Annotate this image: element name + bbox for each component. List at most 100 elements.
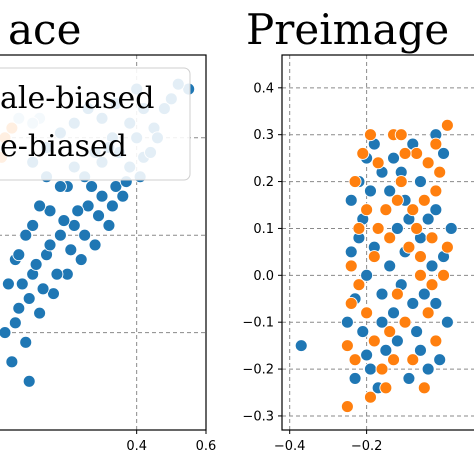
scatter-point <box>390 334 404 348</box>
scatter-point <box>414 268 427 282</box>
scatter-point <box>50 267 64 281</box>
scatter-point <box>429 137 443 151</box>
right-x-tick-labels: −0.4 −0.2 <box>274 430 382 454</box>
scatter-point <box>379 203 393 217</box>
y-tick-label: −0.1 <box>242 316 274 331</box>
scatter-point <box>0 326 12 340</box>
left-x-tick-labels: 0.4 0.6 <box>126 430 216 454</box>
scatter-point <box>352 221 366 235</box>
y-tick-label: 0.2 <box>253 175 274 190</box>
scatter-point <box>425 278 439 292</box>
scatter-point <box>356 325 370 339</box>
scatter-point <box>116 189 130 203</box>
right-points <box>294 118 458 414</box>
scatter-point <box>344 245 358 259</box>
scatter-point <box>429 203 443 217</box>
scatter-point <box>410 325 424 339</box>
legend-box <box>0 67 191 181</box>
right-axes-frame <box>281 54 474 431</box>
left-panel-title: ace <box>8 5 81 54</box>
scatter-point <box>383 184 397 198</box>
scatter-point <box>387 353 400 367</box>
scatter-point <box>1 277 15 291</box>
scatter-point <box>379 343 393 357</box>
y-tick-label: −0.3 <box>242 409 274 424</box>
scatter-point <box>344 193 358 207</box>
scatter-point <box>71 204 85 218</box>
scatter-point <box>12 301 26 315</box>
scatter-point <box>406 296 420 310</box>
scatter-point <box>371 221 385 235</box>
scatter-point <box>43 238 57 252</box>
scatter-point <box>440 240 454 254</box>
scatter-point <box>410 146 424 160</box>
scatter-point <box>5 355 19 369</box>
scatter-point <box>8 316 22 330</box>
scatter-point <box>437 146 450 160</box>
scatter-point <box>19 228 33 242</box>
scatter-point <box>356 146 370 160</box>
scatter-point <box>43 204 57 218</box>
scatter-point <box>92 209 105 223</box>
scatter-point <box>437 268 450 282</box>
scatter-point <box>364 390 377 404</box>
scatter-point <box>429 296 443 310</box>
scatter-point <box>102 219 116 232</box>
scatter-point <box>360 203 374 217</box>
right-panel: Preimage 0.4 0.3 0.2 0.1 0.0 −0.1 −0.2 −0.3 −0.… <box>242 5 474 454</box>
scatter-point <box>26 219 40 232</box>
scatter-point <box>429 334 443 348</box>
scatter-point <box>340 315 354 329</box>
right-panel-title: Preimage <box>246 5 449 54</box>
scatter-point <box>433 165 447 179</box>
scatter-point <box>440 315 454 329</box>
scatter-point <box>425 231 439 245</box>
scatter-point <box>348 175 362 189</box>
scatter-point <box>383 259 397 273</box>
scatter-point <box>390 193 404 207</box>
scatter-point <box>85 180 99 193</box>
y-tick-label: 0.0 <box>253 269 274 284</box>
legend-label-2: e-biased <box>0 129 127 164</box>
scatter-point <box>74 253 88 266</box>
x-tick-label: 0.6 <box>196 439 217 454</box>
scatter-point <box>383 325 397 339</box>
scatter-point <box>390 221 404 235</box>
scatter-point <box>340 339 354 353</box>
scatter-point <box>383 231 397 245</box>
scatter-point <box>348 371 362 385</box>
scatter-point <box>22 292 36 305</box>
y-tick-label: 0.4 <box>253 81 274 96</box>
scatter-point <box>375 287 389 301</box>
scatter-point <box>406 353 420 367</box>
scatter-point <box>360 348 374 362</box>
scatter-point <box>364 362 377 376</box>
scatter-point <box>390 287 404 301</box>
scatter-point <box>387 306 400 320</box>
left-legend: ale-biased e-biased <box>0 67 191 181</box>
scatter-point <box>364 128 377 142</box>
x-tick-label: 0.4 <box>126 439 147 454</box>
y-tick-label: −0.2 <box>242 363 274 378</box>
scatter-point <box>294 339 308 353</box>
scatter-point <box>440 118 454 132</box>
scatter-point <box>402 371 416 385</box>
scatter-point <box>398 315 412 329</box>
y-tick-label: 0.3 <box>253 128 274 143</box>
scatter-point <box>352 278 366 292</box>
scatter-point <box>348 353 362 367</box>
scatter-point <box>105 199 119 213</box>
scatter-point <box>57 214 71 228</box>
scatter-point <box>394 128 408 142</box>
scatter-point <box>421 362 435 376</box>
scatter-point <box>410 221 424 235</box>
scatter-point <box>22 374 36 388</box>
left-panel: ace 0.4 0.6 ale-biased e-biased <box>0 5 216 454</box>
scatter-point <box>371 156 385 170</box>
scatter-point <box>414 250 427 264</box>
scatter-point <box>414 343 427 357</box>
left-axes-frame <box>0 54 207 431</box>
scatter-point <box>425 259 439 273</box>
scatter-point <box>398 146 412 160</box>
